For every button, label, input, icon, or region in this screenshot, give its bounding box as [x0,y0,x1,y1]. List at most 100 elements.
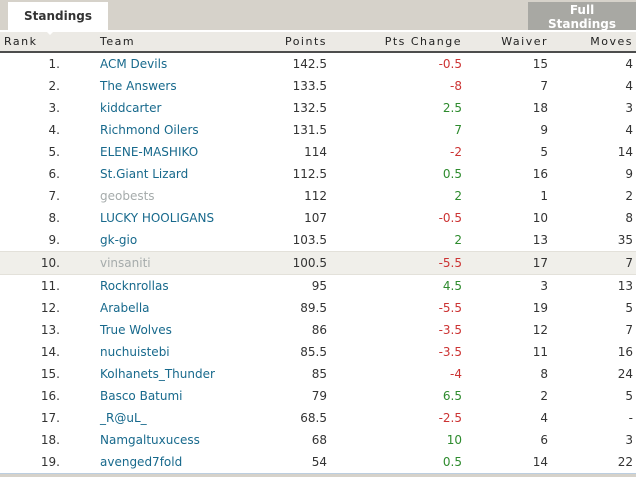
team-link[interactable]: Kolhanets_Thunder [100,367,215,381]
rank-cell: 11. [40,279,60,293]
table-row: 12. Arabella 89.5 -5.5 19 5 [0,297,636,319]
pts-change-cell: -0.5 [438,57,462,71]
column-header-waiver: Waiver [465,30,551,53]
team-link[interactable]: St.Giant Lizard [100,167,189,181]
moves-cell: 7 [551,251,636,275]
moves-cell: 3 [625,433,633,447]
points-cell: 85.5 [300,345,327,359]
pts-change-cell: 7 [454,123,462,137]
points-cell: 132.5 [292,101,327,115]
team-link[interactable]: nuchuistebi [100,345,170,359]
waiver-cell: 18 [532,101,548,115]
table-row: 3. kiddcarter 132.5 2.5 18 3 [0,97,636,119]
rank-cell: 18. [40,433,60,447]
team-cell: Richmond Oilers [62,119,240,141]
table-bottom-divider [0,473,636,477]
waiver-cell: 3 [540,279,548,293]
points-cell: 100.5 [240,251,330,275]
points-cell: 107 [304,211,327,225]
table-row: 14. nuchuistebi 85.5 -3.5 11 16 [0,341,636,363]
waiver-cell: 12 [532,323,548,337]
team-cell: Namgaltuxucess [62,429,240,451]
team-link[interactable]: The Answers [100,79,177,93]
waiver-cell: 1 [540,189,548,203]
waiver-cell: 13 [532,233,548,247]
points-cell: 86 [311,323,327,337]
pts-change-cell: -2.5 [438,411,462,425]
rank-cell: 10. [0,251,62,275]
moves-cell: 3 [625,101,633,115]
rank-cell: 3. [48,101,60,115]
team-link[interactable]: _R@uL_ [100,411,147,425]
team-link[interactable]: Richmond Oilers [100,123,199,137]
moves-cell: 7 [625,323,633,337]
tab-standings[interactable]: Standings [8,2,108,35]
team-link[interactable]: avenged7fold [100,455,183,469]
pts-change-cell: -3.5 [438,323,462,337]
active-tab-notch [44,29,56,35]
team-link[interactable]: True Wolves [100,323,172,337]
points-cell: 142.5 [292,57,327,71]
waiver-cell: 14 [532,455,548,469]
moves-cell: 9 [625,167,633,181]
team-link[interactable]: LUCKY HOOLIGANS [100,211,215,225]
full-standings-button[interactable]: Full Standings [528,2,636,31]
rank-cell: 4. [48,123,60,137]
standings-table: Rank Team Points Pts Change Waiver Moves… [0,30,636,473]
pts-change-cell: 6.5 [442,389,462,403]
team-cell: Kolhanets_Thunder [62,363,240,385]
rank-cell: 14. [40,345,60,359]
points-cell: 95 [311,279,327,293]
rank-cell: 6. [48,167,60,181]
rank-cell: 16. [40,389,60,403]
moves-cell: 8 [625,211,633,225]
rank-cell: 5. [48,145,60,159]
team-link[interactable]: ACM Devils [100,57,168,71]
team-link[interactable]: Basco Batumi [100,389,183,403]
table-row: 2. The Answers 133.5 -8 7 4 [0,75,636,97]
table-row: 6. St.Giant Lizard 112.5 0.5 16 9 [0,163,636,185]
waiver-cell: 8 [540,367,548,381]
pts-change-cell: 2.5 [442,101,462,115]
tab-strip: Standings Full Standings [0,0,636,35]
team-cell: ACM Devils [62,52,240,75]
points-cell: 79 [311,389,327,403]
pts-change-cell: -5.5 [330,251,465,275]
rank-cell: 19. [40,455,60,469]
team-link[interactable]: kiddcarter [100,101,162,115]
pts-change-cell: -4 [450,367,462,381]
rank-cell: 2. [48,79,60,93]
points-cell: 103.5 [292,233,327,247]
table-row: 5. ELENE-MASHIKO 114 -2 5 14 [0,141,636,163]
moves-cell: 5 [625,389,633,403]
waiver-cell: 4 [540,411,548,425]
team-cell: Basco Batumi [62,385,240,407]
team-link[interactable]: Namgaltuxucess [100,433,200,447]
column-header-rank: Rank [0,30,62,53]
pts-change-cell: -3.5 [438,345,462,359]
moves-cell: 14 [617,145,633,159]
team-link[interactable]: Arabella [100,301,150,315]
team-link[interactable]: gk-gio [100,233,138,247]
team-cell: gk-gio [62,229,240,252]
moves-cell: 4 [625,79,633,93]
rank-cell: 7. [48,189,60,203]
team-cell: kiddcarter [62,97,240,119]
team-cell: True Wolves [62,319,240,341]
points-cell: 68.5 [300,411,327,425]
waiver-cell: 11 [532,345,548,359]
team-link[interactable]: Rocknrollas [100,279,169,293]
table-row: 1. ACM Devils 142.5 -0.5 15 4 [0,52,636,75]
column-header-pts-change: Pts Change [330,30,465,53]
waiver-cell: 15 [532,57,548,71]
table-row: 13. True Wolves 86 -3.5 12 7 [0,319,636,341]
team-link[interactable]: ELENE-MASHIKO [100,145,199,159]
rank-cell: 9. [48,233,60,247]
rank-cell: 13. [40,323,60,337]
waiver-cell: 19 [532,301,548,315]
team-cell: St.Giant Lizard [62,163,240,185]
table-row: 4. Richmond Oilers 131.5 7 9 4 [0,119,636,141]
table-row: 16. Basco Batumi 79 6.5 2 5 [0,385,636,407]
pts-change-cell: -8 [450,79,462,93]
tab-standings-label: Standings [24,9,92,23]
